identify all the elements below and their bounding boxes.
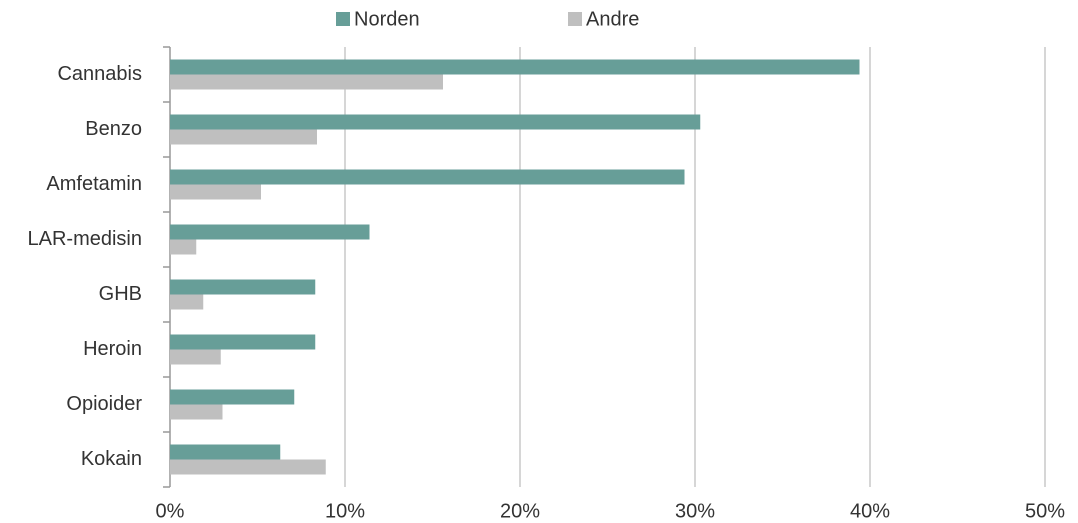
legend-swatch <box>336 12 350 26</box>
y-tick-label: Cannabis <box>57 63 142 85</box>
bar <box>170 334 316 350</box>
y-tick-label: Kokain <box>81 448 142 470</box>
bar <box>170 74 443 90</box>
x-tick-label: 50% <box>1025 500 1065 522</box>
legend-swatch <box>568 12 582 26</box>
bar <box>170 349 221 365</box>
x-tick-label: 40% <box>850 500 890 522</box>
x-tick-label: 20% <box>500 500 540 522</box>
bar <box>170 169 685 185</box>
bar <box>170 239 197 255</box>
y-tick-label: LAR-medisin <box>28 228 142 250</box>
bar <box>170 224 370 240</box>
x-tick-label: 10% <box>325 500 365 522</box>
y-tick-label: Benzo <box>85 118 142 140</box>
y-tick-label: Heroin <box>83 338 142 360</box>
y-tick-label: Amfetamin <box>46 173 142 195</box>
x-tick-label: 0% <box>156 500 185 522</box>
y-tick-label: GHB <box>99 283 142 305</box>
bar <box>170 389 295 405</box>
bar <box>170 184 261 200</box>
x-tick-label: 30% <box>675 500 715 522</box>
bar <box>170 294 204 310</box>
bar <box>170 444 281 460</box>
y-tick-label: Opioider <box>66 393 142 415</box>
legend-label: Norden <box>354 8 420 30</box>
bar <box>170 404 223 420</box>
bar <box>170 279 316 295</box>
legend-label: Andre <box>586 8 639 30</box>
bar <box>170 129 317 145</box>
bar <box>170 459 326 475</box>
bar <box>170 59 860 75</box>
bar <box>170 114 701 130</box>
